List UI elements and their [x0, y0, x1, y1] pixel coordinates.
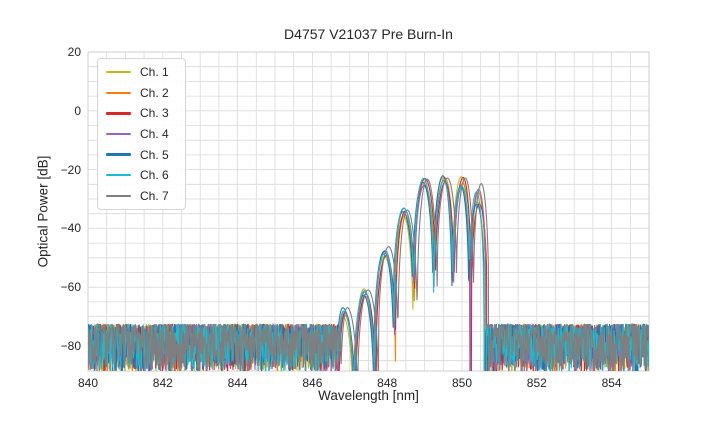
legend-line-swatch	[106, 91, 131, 94]
legend-label: Ch. 2	[140, 85, 169, 100]
legend-label: Ch. 4	[140, 126, 169, 141]
x-tick-label: 844	[227, 376, 248, 390]
x-tick-label: 840	[77, 376, 99, 390]
x-tick-label: 852	[526, 376, 547, 390]
legend-label: Ch. 1	[140, 65, 169, 80]
y-axis-label: Optical Power [dB]	[35, 155, 51, 268]
y-tick-label: −80	[60, 339, 81, 353]
legend-line-swatch	[106, 132, 131, 136]
legend-label: Ch. 3	[140, 106, 169, 121]
y-tick-label: −20	[60, 162, 81, 177]
legend-label: Ch. 6	[140, 168, 169, 183]
legend-item-ch7: Ch. 7	[98, 186, 185, 206]
legend-line-swatch	[106, 71, 131, 74]
legend-item-ch5: Ch. 5	[98, 145, 185, 165]
legend-label: Ch. 7	[140, 188, 169, 203]
x-tick-label: 842	[152, 376, 173, 390]
y-tick-label: −60	[60, 280, 81, 295]
legend: Ch. 1 Ch. 2 Ch. 3 Ch. 4 Ch. 5 Ch. 6 Ch. …	[97, 58, 186, 210]
legend-item-ch1: Ch. 1	[98, 62, 185, 82]
legend-line-swatch	[106, 194, 131, 197]
legend-line-swatch	[106, 112, 131, 115]
y-tick-label: 20	[67, 45, 81, 59]
y-tick-label: −40	[60, 221, 81, 236]
x-tick-label: 854	[601, 376, 622, 390]
y-tick-label: 0	[74, 103, 81, 118]
legend-label: Ch. 5	[140, 147, 169, 162]
legend-item-ch3: Ch. 3	[98, 103, 185, 123]
x-tick-label: 850	[451, 376, 473, 390]
legend-line-swatch	[106, 174, 131, 177]
legend-item-ch4: Ch. 4	[98, 124, 185, 144]
chart-title: D4757 V21037 Pre Burn-In	[284, 26, 453, 42]
x-tick-label: 848	[377, 376, 398, 390]
x-tick-label: 846	[302, 376, 323, 390]
legend-line-swatch	[106, 153, 131, 156]
legend-item-ch2: Ch. 2	[98, 83, 185, 103]
legend-item-ch6: Ch. 6	[98, 165, 185, 185]
x-axis-label: Wavelength [nm]	[318, 388, 419, 403]
